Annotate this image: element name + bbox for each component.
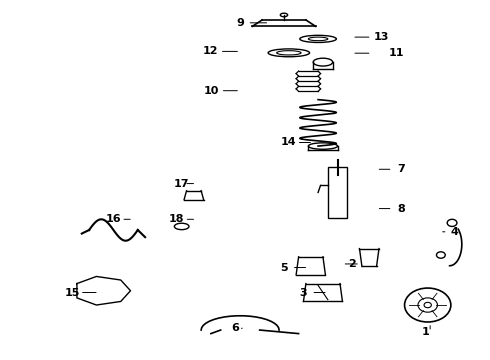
Text: 16: 16 [106, 214, 121, 224]
Text: 1: 1 [421, 327, 429, 337]
Text: 14: 14 [281, 138, 296, 148]
Text: 11: 11 [388, 48, 404, 58]
Text: 18: 18 [169, 214, 185, 224]
Text: 5: 5 [280, 262, 288, 273]
Text: 3: 3 [300, 288, 307, 297]
Text: 17: 17 [174, 179, 190, 189]
Text: 7: 7 [397, 164, 405, 174]
Text: 15: 15 [64, 288, 80, 297]
Text: 8: 8 [397, 203, 405, 213]
Text: 12: 12 [203, 46, 219, 57]
Bar [328, 167, 347, 217]
Text: 13: 13 [374, 32, 389, 42]
Text: 9: 9 [236, 18, 244, 28]
Text: 2: 2 [348, 259, 356, 269]
Text: 4: 4 [451, 227, 459, 237]
Text: 10: 10 [203, 86, 219, 96]
Text: 6: 6 [231, 323, 239, 333]
